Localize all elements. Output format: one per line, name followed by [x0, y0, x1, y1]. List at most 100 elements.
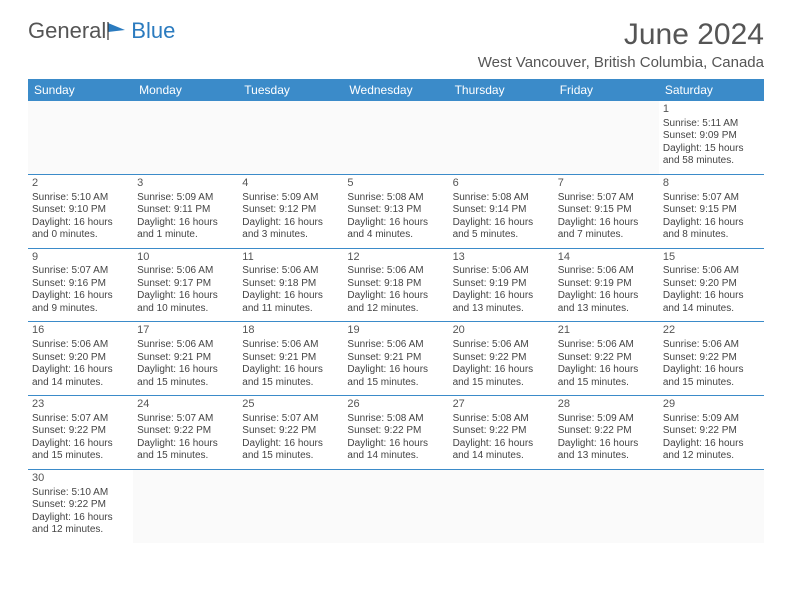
day-number: 5 [347, 177, 444, 191]
calendar-cell: 6Sunrise: 5:08 AMSunset: 9:14 PMDaylight… [449, 174, 554, 248]
daylight-text: Daylight: 16 hours and 15 minutes. [32, 438, 129, 463]
day-number: 16 [32, 324, 129, 338]
logo-text-1: General [28, 18, 106, 44]
sunrise-text: Sunrise: 5:06 AM [242, 265, 339, 278]
calendar-cell: 16Sunrise: 5:06 AMSunset: 9:20 PMDayligh… [28, 322, 133, 396]
sunrise-text: Sunrise: 5:08 AM [347, 192, 444, 205]
day-number: 23 [32, 398, 129, 412]
calendar-row: 23Sunrise: 5:07 AMSunset: 9:22 PMDayligh… [28, 396, 764, 470]
day-number: 10 [137, 251, 234, 265]
sunrise-text: Sunrise: 5:08 AM [453, 192, 550, 205]
weekday-header-row: Sunday Monday Tuesday Wednesday Thursday… [28, 79, 764, 101]
calendar-row: 2Sunrise: 5:10 AMSunset: 9:10 PMDaylight… [28, 174, 764, 248]
daylight-text: Daylight: 16 hours and 15 minutes. [347, 364, 444, 389]
daylight-text: Daylight: 16 hours and 7 minutes. [558, 217, 655, 242]
header: General Blue June 2024 West Vancouver, B… [28, 18, 764, 71]
logo: General Blue [28, 18, 175, 44]
calendar-cell: 4Sunrise: 5:09 AMSunset: 9:12 PMDaylight… [238, 174, 343, 248]
daylight-text: Daylight: 16 hours and 14 minutes. [663, 290, 760, 315]
calendar-cell: 13Sunrise: 5:06 AMSunset: 9:19 PMDayligh… [449, 248, 554, 322]
calendar-cell: 22Sunrise: 5:06 AMSunset: 9:22 PMDayligh… [659, 322, 764, 396]
sunset-text: Sunset: 9:18 PM [242, 278, 339, 291]
daylight-text: Daylight: 16 hours and 4 minutes. [347, 217, 444, 242]
sunrise-text: Sunrise: 5:10 AM [32, 192, 129, 205]
day-number: 3 [137, 177, 234, 191]
sunrise-text: Sunrise: 5:07 AM [32, 413, 129, 426]
sunset-text: Sunset: 9:14 PM [453, 204, 550, 217]
calendar-cell: 7Sunrise: 5:07 AMSunset: 9:15 PMDaylight… [554, 174, 659, 248]
daylight-text: Daylight: 16 hours and 15 minutes. [558, 364, 655, 389]
month-title: June 2024 [478, 18, 764, 52]
day-number: 26 [347, 398, 444, 412]
daylight-text: Daylight: 16 hours and 14 minutes. [453, 438, 550, 463]
day-number: 27 [453, 398, 550, 412]
weekday-header: Tuesday [238, 79, 343, 101]
sunset-text: Sunset: 9:13 PM [347, 204, 444, 217]
sunset-text: Sunset: 9:22 PM [558, 352, 655, 365]
sunrise-text: Sunrise: 5:06 AM [558, 339, 655, 352]
sunset-text: Sunset: 9:21 PM [242, 352, 339, 365]
calendar-cell: 2Sunrise: 5:10 AMSunset: 9:10 PMDaylight… [28, 174, 133, 248]
daylight-text: Daylight: 16 hours and 0 minutes. [32, 217, 129, 242]
day-number: 28 [558, 398, 655, 412]
sunrise-text: Sunrise: 5:07 AM [242, 413, 339, 426]
calendar-cell: 10Sunrise: 5:06 AMSunset: 9:17 PMDayligh… [133, 248, 238, 322]
day-number: 20 [453, 324, 550, 338]
calendar-row: 9Sunrise: 5:07 AMSunset: 9:16 PMDaylight… [28, 248, 764, 322]
day-number: 30 [32, 472, 129, 486]
daylight-text: Daylight: 16 hours and 13 minutes. [558, 438, 655, 463]
sunrise-text: Sunrise: 5:09 AM [663, 413, 760, 426]
logo-flag-icon [107, 22, 129, 40]
day-number: 6 [453, 177, 550, 191]
day-number: 11 [242, 251, 339, 265]
sunset-text: Sunset: 9:21 PM [347, 352, 444, 365]
sunset-text: Sunset: 9:20 PM [663, 278, 760, 291]
sunrise-text: Sunrise: 5:09 AM [558, 413, 655, 426]
sunset-text: Sunset: 9:22 PM [663, 425, 760, 438]
sunrise-text: Sunrise: 5:06 AM [453, 265, 550, 278]
weekday-header: Saturday [659, 79, 764, 101]
calendar-cell: 5Sunrise: 5:08 AMSunset: 9:13 PMDaylight… [343, 174, 448, 248]
calendar-cell: 14Sunrise: 5:06 AMSunset: 9:19 PMDayligh… [554, 248, 659, 322]
sunset-text: Sunset: 9:22 PM [347, 425, 444, 438]
sunset-text: Sunset: 9:19 PM [558, 278, 655, 291]
calendar-cell: 26Sunrise: 5:08 AMSunset: 9:22 PMDayligh… [343, 396, 448, 470]
calendar-cell: 19Sunrise: 5:06 AMSunset: 9:21 PMDayligh… [343, 322, 448, 396]
calendar-table: Sunday Monday Tuesday Wednesday Thursday… [28, 79, 764, 543]
calendar-cell: 8Sunrise: 5:07 AMSunset: 9:15 PMDaylight… [659, 174, 764, 248]
calendar-cell: 3Sunrise: 5:09 AMSunset: 9:11 PMDaylight… [133, 174, 238, 248]
sunrise-text: Sunrise: 5:06 AM [347, 265, 444, 278]
sunrise-text: Sunrise: 5:09 AM [137, 192, 234, 205]
sunset-text: Sunset: 9:22 PM [663, 352, 760, 365]
day-number: 17 [137, 324, 234, 338]
sunrise-text: Sunrise: 5:09 AM [242, 192, 339, 205]
day-number: 24 [137, 398, 234, 412]
sunrise-text: Sunrise: 5:07 AM [137, 413, 234, 426]
weekday-header: Monday [133, 79, 238, 101]
calendar-cell [238, 469, 343, 542]
sunrise-text: Sunrise: 5:06 AM [558, 265, 655, 278]
day-number: 7 [558, 177, 655, 191]
calendar-cell [343, 101, 448, 174]
sunset-text: Sunset: 9:22 PM [137, 425, 234, 438]
weekday-header: Thursday [449, 79, 554, 101]
sunrise-text: Sunrise: 5:07 AM [558, 192, 655, 205]
calendar-cell: 15Sunrise: 5:06 AMSunset: 9:20 PMDayligh… [659, 248, 764, 322]
calendar-cell: 9Sunrise: 5:07 AMSunset: 9:16 PMDaylight… [28, 248, 133, 322]
daylight-text: Daylight: 16 hours and 5 minutes. [453, 217, 550, 242]
sunrise-text: Sunrise: 5:06 AM [137, 339, 234, 352]
weekday-header: Wednesday [343, 79, 448, 101]
calendar-cell: 25Sunrise: 5:07 AMSunset: 9:22 PMDayligh… [238, 396, 343, 470]
weekday-header: Sunday [28, 79, 133, 101]
calendar-cell: 27Sunrise: 5:08 AMSunset: 9:22 PMDayligh… [449, 396, 554, 470]
calendar-cell: 1Sunrise: 5:11 AMSunset: 9:09 PMDaylight… [659, 101, 764, 174]
calendar-row: 16Sunrise: 5:06 AMSunset: 9:20 PMDayligh… [28, 322, 764, 396]
day-number: 2 [32, 177, 129, 191]
calendar-cell: 20Sunrise: 5:06 AMSunset: 9:22 PMDayligh… [449, 322, 554, 396]
location: West Vancouver, British Columbia, Canada [478, 54, 764, 71]
day-number: 8 [663, 177, 760, 191]
sunset-text: Sunset: 9:22 PM [242, 425, 339, 438]
calendar-cell [133, 469, 238, 542]
calendar-cell: 17Sunrise: 5:06 AMSunset: 9:21 PMDayligh… [133, 322, 238, 396]
daylight-text: Daylight: 16 hours and 11 minutes. [242, 290, 339, 315]
